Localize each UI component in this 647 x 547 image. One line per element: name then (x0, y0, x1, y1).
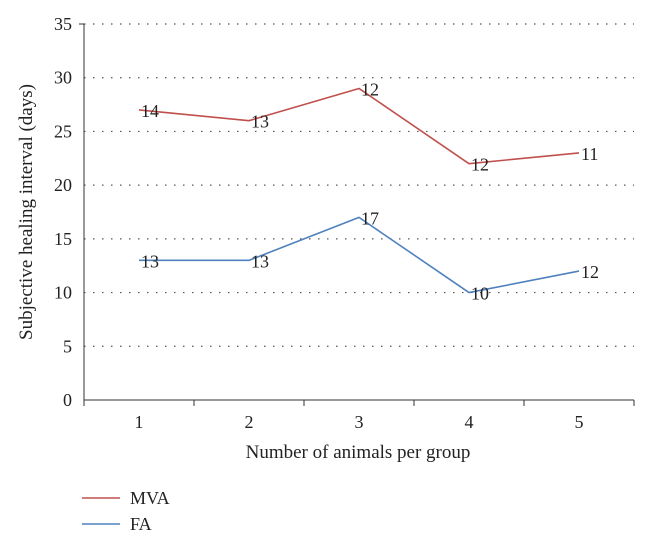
data-label: 12 (581, 262, 599, 282)
data-label: 11 (581, 144, 598, 164)
data-label: 10 (471, 284, 489, 304)
x-axis-title: Number of animals per group (246, 442, 471, 463)
data-label: 13 (251, 251, 269, 271)
data-label: 13 (141, 251, 159, 271)
data-label: 13 (251, 112, 269, 132)
data-label: 14 (141, 101, 159, 121)
legend-label-mva: MVA (130, 488, 170, 508)
legend: MVA FA (82, 488, 170, 534)
series-line-mva (138, 87, 580, 165)
y-axis-title: Subjective healing interval (days) (16, 84, 37, 340)
y-tick-label: 25 (54, 121, 72, 141)
x-tick-label: 3 (355, 412, 364, 432)
y-tick-label: 0 (63, 390, 72, 410)
y-tick-labels: 0 5 10 15 20 25 30 35 (54, 14, 72, 410)
series-lines (138, 87, 580, 294)
axes (79, 23, 635, 406)
x-tick-labels: 1 2 3 4 5 (135, 412, 584, 432)
data-label: 17 (361, 208, 379, 228)
y-tick-label: 5 (63, 336, 72, 356)
y-tick-label: 35 (54, 14, 72, 34)
x-tick-label: 4 (465, 412, 474, 432)
data-label: 12 (361, 79, 379, 99)
x-tick-label: 5 (575, 412, 584, 432)
y-tick-label: 20 (54, 175, 72, 195)
gridlines (84, 23, 634, 347)
y-tick-label: 15 (54, 229, 72, 249)
series-line-fa (139, 216, 580, 294)
y-tick-label: 30 (54, 68, 72, 88)
x-tick-label: 1 (135, 412, 144, 432)
data-label: 12 (471, 155, 489, 175)
x-tick-label: 2 (245, 412, 254, 432)
legend-label-fa: FA (130, 514, 152, 534)
y-tick-label: 10 (54, 283, 72, 303)
data-labels: 14 13 12 12 11 13 13 17 10 12 (141, 79, 599, 303)
